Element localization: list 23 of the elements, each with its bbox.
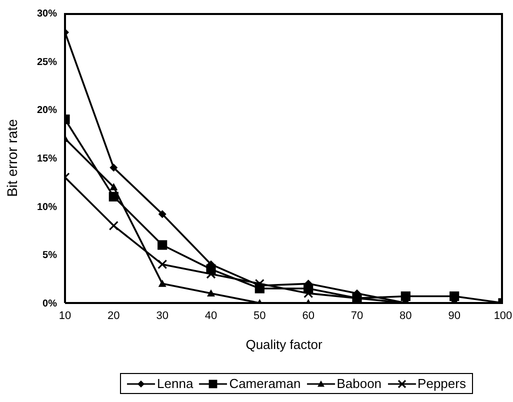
y-tick-label: 5% <box>42 250 58 262</box>
legend-label: Baboon <box>336 376 382 391</box>
x-tick-label: 90 <box>448 310 460 322</box>
y-axis-title: Bit error rate <box>4 118 20 197</box>
x-tick-label: 70 <box>350 310 364 322</box>
y-tick-label: 10% <box>36 202 58 213</box>
y-tick-label: 15% <box>36 154 58 165</box>
x-tick-label: 40 <box>204 310 218 322</box>
x-tick-label: 100 <box>494 310 512 322</box>
legend-label: Cameraman <box>229 376 301 391</box>
x-tick-label: 20 <box>108 310 120 322</box>
y-tick-label: 0% <box>42 298 58 310</box>
x-axis-title: Quality factor <box>246 337 323 352</box>
x-tick-label: 30 <box>156 310 168 322</box>
y-tick-label: 25% <box>36 56 58 68</box>
y-tick-label: 20% <box>36 105 58 116</box>
x-tick-label: 10 <box>58 310 72 322</box>
x-tick-label: 50 <box>254 310 266 322</box>
legend-label: Peppers <box>418 376 466 391</box>
legend-label: Lenna <box>157 376 194 391</box>
y-tick-label: 30% <box>36 8 58 20</box>
x-tick-label: 80 <box>400 310 412 322</box>
x-tick-label: 60 <box>302 310 314 322</box>
